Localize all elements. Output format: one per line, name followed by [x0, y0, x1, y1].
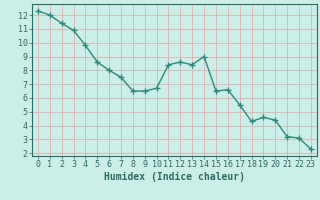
X-axis label: Humidex (Indice chaleur): Humidex (Indice chaleur): [104, 172, 245, 182]
